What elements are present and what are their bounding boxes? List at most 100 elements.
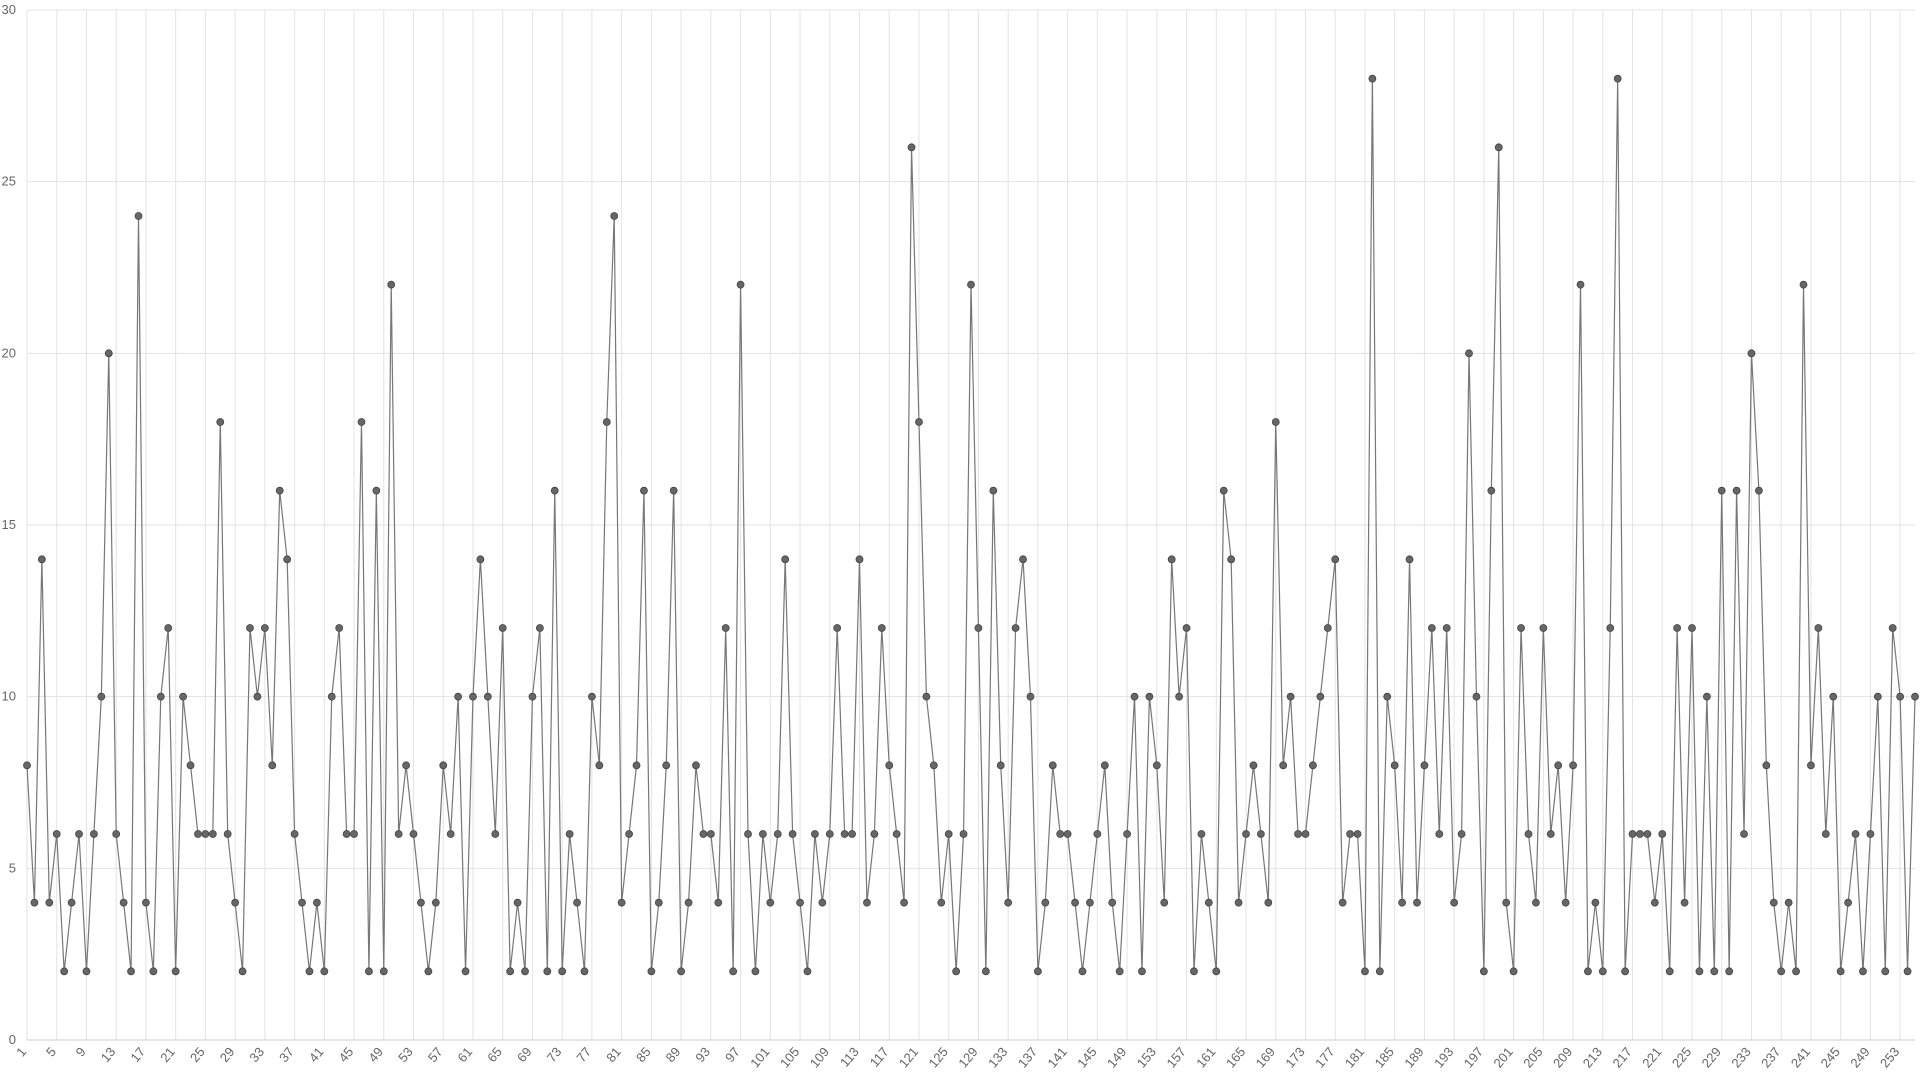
point [1167, 555, 1176, 564]
point [781, 555, 790, 564]
point [439, 761, 448, 770]
point [1338, 898, 1347, 907]
point [1405, 555, 1414, 564]
point [1829, 692, 1838, 701]
point [1732, 486, 1741, 495]
point [863, 898, 871, 907]
point [37, 555, 46, 564]
point [1688, 624, 1696, 632]
point [1717, 486, 1726, 495]
point [238, 967, 247, 976]
x-tick-label: 53 [395, 1044, 416, 1065]
point [142, 898, 150, 907]
point [30, 898, 39, 907]
point [1249, 761, 1258, 770]
point [929, 761, 938, 770]
point [558, 967, 567, 976]
x-tick-label: 9 [73, 1044, 89, 1059]
point [535, 624, 544, 632]
point [67, 898, 76, 907]
point [1650, 898, 1659, 907]
point [134, 212, 143, 220]
point [1331, 555, 1340, 564]
point [758, 830, 767, 838]
point [1844, 898, 1853, 907]
point [1242, 830, 1250, 838]
x-tick-label: 41 [306, 1044, 327, 1065]
point [357, 418, 366, 426]
point [45, 898, 54, 907]
point [1130, 692, 1139, 701]
point [1234, 898, 1243, 907]
point [1048, 761, 1057, 770]
y-tick-label: 10 [2, 689, 16, 704]
x-tick-label: 105 [777, 1044, 802, 1070]
point [446, 830, 455, 838]
point [194, 830, 202, 838]
point [721, 624, 730, 632]
x-tick-label: 145 [1074, 1044, 1099, 1070]
point [662, 761, 671, 770]
point [1219, 486, 1228, 495]
point [625, 830, 633, 838]
x-tick-label: 253 [1877, 1044, 1902, 1070]
point [1056, 830, 1065, 838]
point [1301, 830, 1310, 838]
point [967, 280, 975, 289]
point [1442, 624, 1451, 632]
point [89, 830, 98, 838]
point [1115, 967, 1124, 976]
x-tick-label: 217 [1609, 1044, 1634, 1070]
point [186, 761, 195, 770]
point [1866, 830, 1875, 838]
x-tick-label: 65 [484, 1044, 505, 1065]
point [1427, 624, 1436, 632]
point [1108, 898, 1117, 907]
x-tick-label: 125 [926, 1044, 951, 1070]
x-tick-label: 169 [1253, 1044, 1278, 1070]
point [744, 830, 752, 838]
x-tick-label: 209 [1550, 1044, 1575, 1070]
point [1175, 692, 1184, 701]
y-tick-label: 25 [2, 174, 16, 189]
point [900, 898, 909, 907]
point [1911, 692, 1919, 701]
point [959, 830, 968, 838]
x-tick-label: 197 [1461, 1044, 1486, 1070]
point [1888, 624, 1897, 632]
point [1457, 830, 1466, 838]
point [1472, 692, 1481, 701]
point [974, 624, 983, 632]
point [82, 967, 91, 976]
point [796, 898, 804, 907]
point [1517, 624, 1525, 632]
point [283, 555, 292, 564]
point [1762, 761, 1771, 770]
y-tick-label: 30 [2, 2, 16, 17]
x-tick-label: 193 [1431, 1044, 1456, 1070]
point [1323, 624, 1332, 632]
point [149, 967, 158, 976]
x-tick-label: 221 [1639, 1044, 1664, 1070]
x-tick-label: 157 [1163, 1044, 1188, 1070]
x-tick-label: 185 [1372, 1044, 1397, 1070]
x-tick-label: 25 [187, 1044, 208, 1065]
point [461, 967, 470, 976]
point [617, 898, 626, 907]
point [75, 830, 83, 838]
point [543, 967, 552, 976]
point [350, 830, 358, 838]
point [1361, 967, 1369, 976]
point [1071, 898, 1079, 907]
point [246, 624, 254, 632]
point [1807, 761, 1815, 770]
point [640, 486, 648, 495]
point [892, 830, 901, 838]
point [1710, 967, 1719, 976]
point [1569, 761, 1577, 770]
point [320, 967, 329, 976]
point [1212, 967, 1221, 976]
point [208, 830, 217, 838]
point [60, 967, 69, 976]
y-tick-label: 15 [2, 517, 16, 532]
